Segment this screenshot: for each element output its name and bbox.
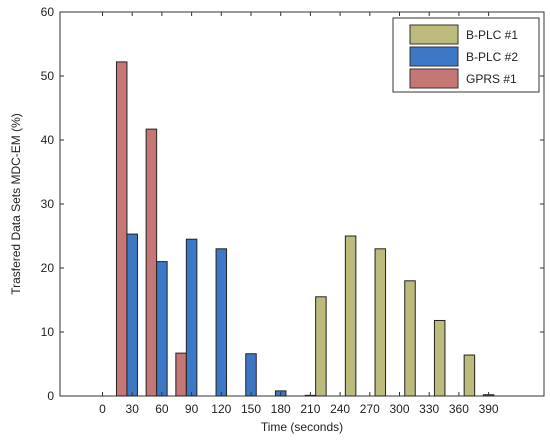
legend-swatch-gprs-1 — [409, 68, 459, 89]
bar-b-plc-1-300 — [404, 280, 416, 397]
bar-b-plc-2-90 — [185, 238, 198, 397]
bar-gprs-1-60 — [145, 128, 158, 397]
x-tick-label-30: 30 — [126, 402, 140, 416]
x-tick-label-300: 300 — [389, 402, 409, 416]
y-tick-label-40: 40 — [41, 133, 55, 147]
x-tick-label-270: 270 — [360, 402, 380, 416]
bar-b-plc-2-60 — [156, 261, 168, 397]
legend: B-PLC #1 B-PLC #2 GPRS #1 — [392, 17, 540, 93]
bar-gprs-1-30 — [115, 61, 128, 397]
x-tick-label-120: 120 — [211, 402, 231, 416]
x-tick-label-360: 360 — [449, 402, 469, 416]
legend-label-gprs-1: GPRS #1 — [466, 72, 517, 86]
bar-gprs-1-90 — [175, 352, 187, 397]
y-tick-label-20: 20 — [41, 261, 55, 275]
x-tick-label-240: 240 — [330, 402, 350, 416]
legend-label-b-plc-1: B-PLC #1 — [466, 28, 518, 42]
bar-b-plc-1-270 — [374, 248, 387, 397]
bar-b-plc-2-30 — [126, 233, 138, 397]
legend-swatch-b-plc-1 — [409, 24, 459, 45]
bar-b-plc-2-120 — [215, 248, 228, 397]
x-tick-label-390: 390 — [479, 402, 499, 416]
tick-layer: 0 10 20 30 40 50 60 0 30 60 90 120 150 180 210 240 270 30… — [41, 5, 544, 416]
x-tick-label-210: 210 — [300, 402, 320, 416]
x-tick-label-60: 60 — [155, 402, 169, 416]
bar-b-plc-2-150 — [245, 353, 257, 397]
x-tick-label-90: 90 — [185, 402, 199, 416]
x-tick-label-0: 0 — [99, 402, 106, 416]
x-tick-label-150: 150 — [241, 402, 261, 416]
y-tick-label-50: 50 — [41, 69, 55, 83]
legend-swatch-b-plc-2 — [409, 46, 459, 67]
bar-b-plc-1-210 — [315, 296, 327, 397]
bar-b-plc-1-360 — [463, 354, 476, 397]
x-tick-label-330: 330 — [419, 402, 439, 416]
y-axis-label: Trasfered Data Sets MDC-EM (%) — [9, 113, 23, 295]
bar-b-plc-1-330 — [433, 319, 446, 397]
legend-label-b-plc-2: B-PLC #2 — [466, 50, 518, 64]
x-axis-label: Time (seconds) — [261, 420, 343, 434]
y-tick-label-60: 60 — [41, 5, 55, 19]
x-tick-label-180: 180 — [271, 402, 291, 416]
bar-b-plc-1-240 — [344, 235, 357, 397]
y-tick-label-30: 30 — [41, 197, 55, 211]
y-tick-label-10: 10 — [41, 325, 55, 339]
y-tick-label-0: 0 — [47, 389, 54, 403]
